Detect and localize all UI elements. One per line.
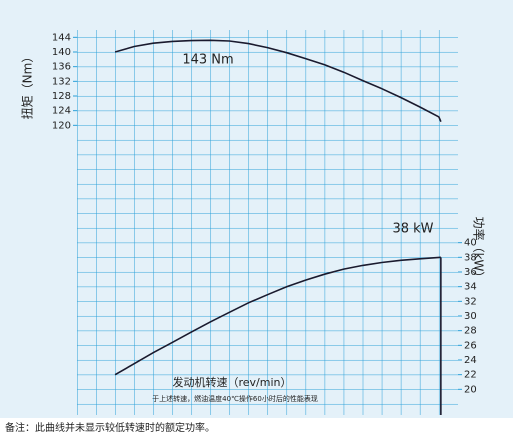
y2-tick-label: 38 xyxy=(464,252,477,263)
y2-tick-label: 36 xyxy=(464,267,477,278)
y-tick-label: 144 xyxy=(52,32,71,43)
annotation: 143 Nm xyxy=(182,53,233,68)
annotation: 38 kW xyxy=(392,222,433,237)
y-tick-label: 136 xyxy=(52,62,71,73)
y2-tick-label: 34 xyxy=(464,282,477,293)
y-tick-label: 124 xyxy=(52,106,71,117)
y2-tick-label: 26 xyxy=(464,340,477,351)
y-tick-label: 120 xyxy=(52,120,71,131)
series-line xyxy=(114,256,441,376)
x-axis-label: 发动机转速（rev/min） xyxy=(172,375,291,389)
y2-tick-label: 40 xyxy=(464,238,477,249)
y2-axis-label: 功率（kW） xyxy=(472,217,487,284)
y-tick-label: 128 xyxy=(52,91,71,102)
y2-tick-label: 30 xyxy=(464,311,477,322)
y-tick-label: 132 xyxy=(52,76,71,87)
series-line xyxy=(114,39,442,123)
y2-tick-label: 28 xyxy=(464,326,477,337)
y2-tick-label: 32 xyxy=(464,296,477,307)
y2-tick-label: 20 xyxy=(464,384,477,395)
y2-tick-label: 24 xyxy=(464,355,477,366)
y-axis-label: 扭矩（Nm） xyxy=(21,51,35,120)
footnote: 备注：此曲线并未显示较低转速时的额定功率。 xyxy=(5,421,215,434)
note: 于上述转速，燃油温度40℃操作60小时后的性能表现 xyxy=(152,394,318,403)
y-tick-label: 140 xyxy=(52,47,71,58)
y2-tick-label: 22 xyxy=(464,370,477,381)
